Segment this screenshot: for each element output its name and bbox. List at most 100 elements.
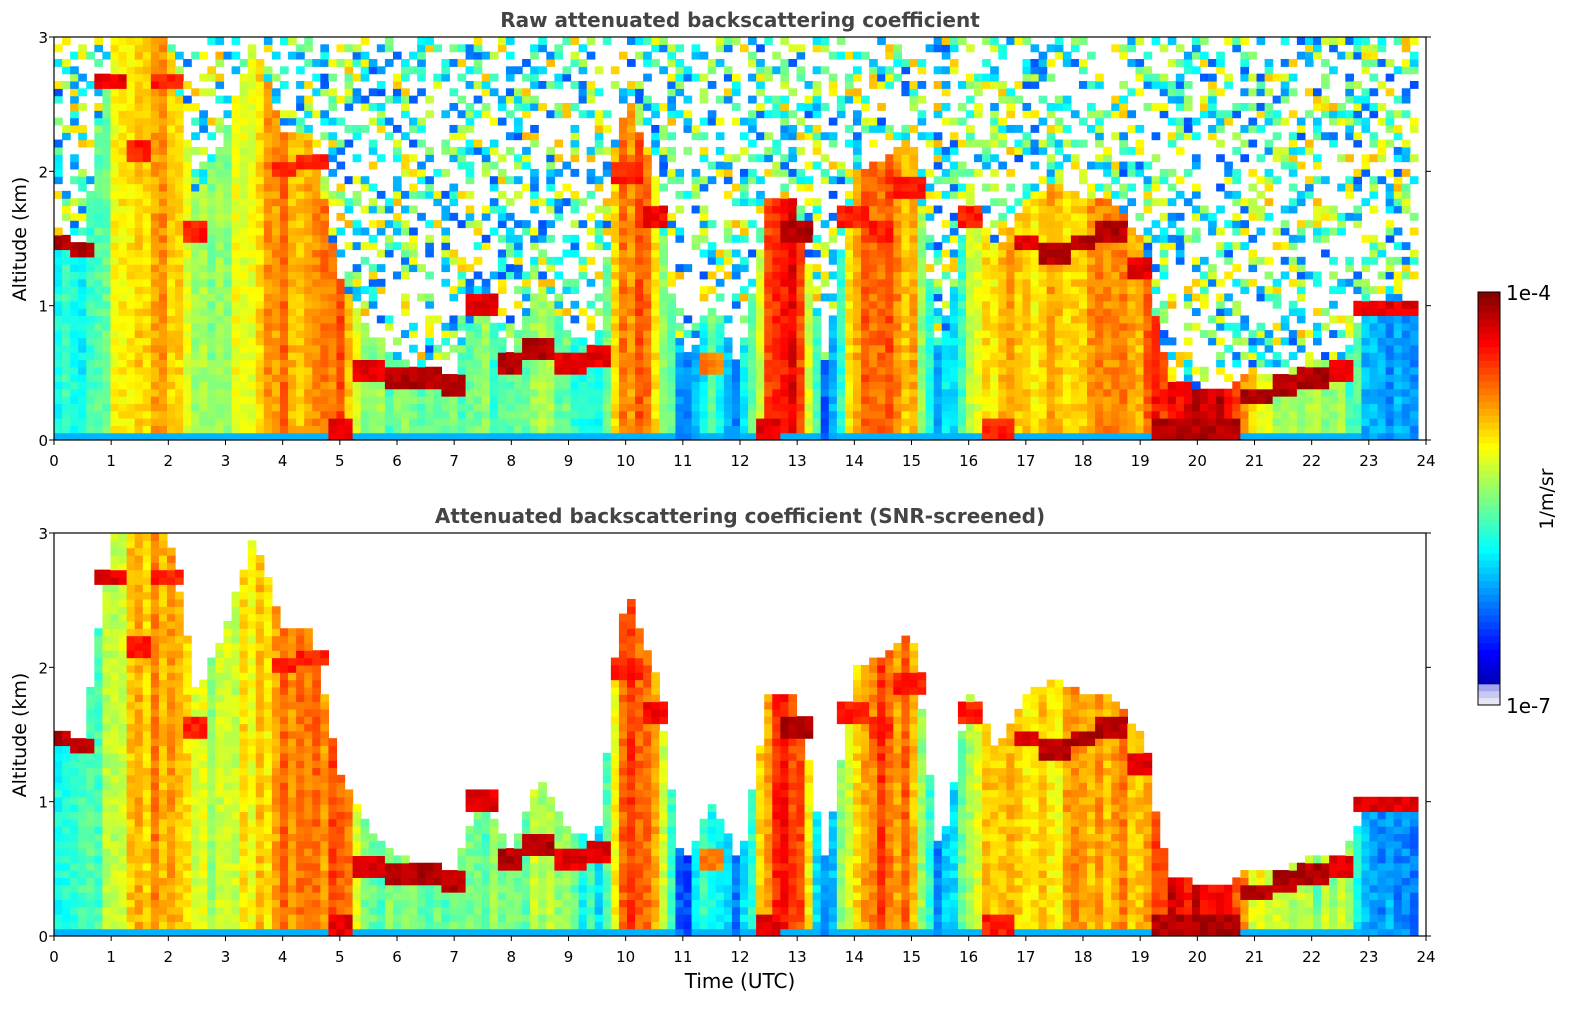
heatmap-cell bbox=[118, 344, 128, 353]
heatmap-cell bbox=[465, 381, 475, 390]
heatmap-cell bbox=[949, 220, 959, 229]
heatmap-cell bbox=[788, 58, 798, 67]
heatmap-cell bbox=[627, 396, 636, 404]
heatmap-cell bbox=[158, 146, 168, 155]
heatmap-cell bbox=[635, 95, 644, 104]
heatmap-cell bbox=[982, 337, 991, 346]
heatmap-cell bbox=[1030, 73, 1040, 82]
heatmap-cell bbox=[183, 308, 192, 317]
heatmap-cell bbox=[877, 205, 886, 214]
heatmap-cell bbox=[740, 190, 749, 199]
heatmap-cell bbox=[562, 432, 572, 440]
heatmap-cell bbox=[102, 337, 112, 346]
heatmap-cell bbox=[780, 410, 790, 419]
heatmap-cell bbox=[522, 278, 531, 287]
heatmap-cell bbox=[497, 234, 507, 243]
heatmap-cell bbox=[191, 388, 200, 397]
heatmap-cell bbox=[643, 432, 652, 440]
heatmap-cell bbox=[425, 146, 434, 155]
heatmap-cell bbox=[635, 183, 644, 192]
heatmap-cell bbox=[796, 176, 806, 185]
heatmap-cell bbox=[70, 410, 79, 419]
heatmap-cell bbox=[417, 58, 426, 67]
heatmap-cell bbox=[748, 37, 757, 45]
heatmap-cell bbox=[175, 374, 184, 382]
heatmap-cell bbox=[425, 330, 434, 339]
heatmap-cell bbox=[675, 168, 685, 177]
heatmap-cell bbox=[417, 410, 426, 419]
heatmap-cell bbox=[788, 286, 798, 295]
heatmap-cell bbox=[215, 410, 225, 419]
heatmap-cell bbox=[659, 146, 668, 155]
heatmap-cell bbox=[570, 359, 580, 368]
heatmap-cell bbox=[207, 410, 217, 419]
heatmap-cell bbox=[901, 190, 911, 199]
heatmap-cell bbox=[150, 183, 160, 192]
heatmap-cell bbox=[417, 403, 426, 412]
heatmap-cell bbox=[562, 308, 572, 317]
heatmap-cell bbox=[86, 330, 95, 339]
heatmap-cell bbox=[183, 154, 192, 163]
heatmap-cell bbox=[110, 425, 120, 434]
heatmap-cell bbox=[748, 198, 757, 207]
heatmap-cell bbox=[546, 388, 555, 397]
heatmap-cell bbox=[94, 234, 104, 243]
heatmap-cell bbox=[263, 396, 273, 404]
heatmap-cell bbox=[215, 293, 225, 302]
heatmap-cell bbox=[586, 396, 596, 404]
heatmap-cell bbox=[869, 242, 878, 251]
heatmap-cell bbox=[522, 322, 531, 331]
heatmap-cell bbox=[175, 344, 184, 353]
heatmap-cell bbox=[304, 381, 313, 390]
heatmap-cell bbox=[836, 212, 846, 221]
heatmap-cell bbox=[554, 198, 564, 207]
heatmap-cell bbox=[247, 264, 257, 273]
heatmap-cell bbox=[675, 388, 685, 397]
heatmap-cell bbox=[239, 249, 249, 258]
heatmap-cell bbox=[296, 352, 305, 360]
heatmap-cell bbox=[457, 256, 467, 265]
heatmap-cell bbox=[610, 381, 620, 390]
heatmap-cell bbox=[610, 359, 620, 368]
heatmap-cell bbox=[820, 242, 830, 251]
heatmap-cell bbox=[158, 110, 168, 119]
heatmap-cell bbox=[594, 227, 604, 236]
heatmap-cell bbox=[578, 58, 588, 67]
heatmap-cell bbox=[885, 293, 894, 302]
heatmap-cell bbox=[691, 410, 701, 419]
heatmap-cell bbox=[118, 352, 128, 360]
heatmap-cell bbox=[263, 80, 273, 89]
heatmap-cell bbox=[643, 220, 652, 229]
heatmap-cell bbox=[166, 220, 176, 229]
heatmap-cell bbox=[271, 220, 281, 229]
heatmap-cell bbox=[497, 352, 507, 360]
heatmap-cell bbox=[869, 264, 878, 273]
heatmap-cell bbox=[675, 425, 685, 434]
heatmap-cell bbox=[925, 403, 935, 412]
heatmap-cell bbox=[134, 183, 144, 192]
heatmap-cell bbox=[223, 176, 233, 185]
heatmap-cell bbox=[844, 403, 854, 412]
heatmap-cell bbox=[828, 396, 838, 404]
heatmap-cell bbox=[263, 88, 273, 97]
heatmap-cell bbox=[344, 293, 354, 302]
heatmap-cell bbox=[344, 425, 354, 434]
heatmap-cell bbox=[223, 308, 233, 317]
heatmap-cell bbox=[150, 432, 160, 440]
heatmap-cell bbox=[788, 154, 798, 163]
heatmap-cell bbox=[158, 352, 168, 360]
heatmap-cell bbox=[982, 403, 991, 412]
heatmap-cell bbox=[175, 322, 184, 331]
heatmap-cell bbox=[279, 286, 289, 295]
heatmap-cell bbox=[465, 264, 475, 273]
heatmap-cell bbox=[110, 403, 120, 412]
heatmap-cell bbox=[990, 256, 999, 265]
heatmap-cell bbox=[675, 374, 685, 382]
heatmap-cell bbox=[941, 381, 951, 390]
heatmap-cell bbox=[78, 278, 87, 287]
heatmap-cell bbox=[336, 300, 346, 309]
heatmap-cell bbox=[869, 308, 878, 317]
heatmap-cell bbox=[150, 198, 160, 207]
heatmap-cell bbox=[223, 234, 233, 243]
heatmap-cell bbox=[812, 418, 822, 426]
